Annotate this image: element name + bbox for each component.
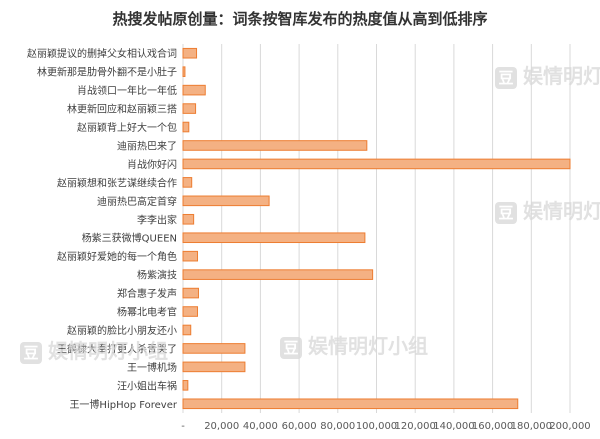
x-tick-label: 20,000 <box>204 421 239 432</box>
watermark: 豆娱情明灯小组 <box>280 330 428 359</box>
bar <box>182 287 199 299</box>
category-labels: 赵丽颖提议的删掉父女相认戏合词林更新那是肋骨外翻不是小肚子肖战领口一年比一年低林… <box>27 47 178 411</box>
watermark: 豆娱情明灯小组 <box>20 335 168 364</box>
category-label: 赵丽颖好爱她的每一个角色 <box>57 250 177 263</box>
watermark-text: 娱情明灯小组 <box>308 334 428 358</box>
category-label: 杨紫三获微博QUEEN <box>82 232 177 245</box>
watermark-text: 娱情明灯小组 <box>48 339 168 363</box>
bar <box>182 232 366 244</box>
category-label: 王一博机场 <box>127 361 177 374</box>
x-tick-labels: -20,000 40,000 60,000 80,000 100,000120,0001… <box>181 421 590 432</box>
category-label: 赵丽颖背上好大一个包 <box>77 121 177 134</box>
category-label: 王鹤棣大奉打更人杀青哭了 <box>57 342 177 355</box>
category-label: 肖战你好闪 <box>127 158 177 171</box>
category-label: 杨幂北电考官 <box>117 306 177 319</box>
bar <box>182 380 189 391</box>
x-tick-label: 120,000 <box>395 421 436 432</box>
bar <box>182 213 195 225</box>
category-label: 赵丽颖想和张艺谋继续合作 <box>57 176 177 189</box>
category-label: 林更新回应和赵丽颖三搭 <box>67 103 177 116</box>
x-tick-label: - <box>181 421 185 432</box>
x-tick-label: 60,000 <box>282 421 317 432</box>
x-tick-label: 100,000 <box>356 421 397 432</box>
bar <box>182 177 193 188</box>
x-tick-label: 80,000 <box>320 421 355 432</box>
category-label: 李李出家 <box>137 213 177 226</box>
bar <box>182 324 192 336</box>
x-tick-label: 140,000 <box>433 421 474 432</box>
category-label: 赵丽颖提议的删掉父女相认戏合词 <box>27 47 177 60</box>
category-label: 迪丽热巴来了 <box>117 139 177 152</box>
bar <box>182 140 368 151</box>
x-tick-label: 160,000 <box>472 421 513 432</box>
bar <box>182 361 246 373</box>
bar <box>182 66 186 77</box>
category-label: 郑合惠子发声 <box>117 287 177 300</box>
bar <box>182 121 190 133</box>
x-tick-label: 40,000 <box>243 421 278 432</box>
bar <box>182 306 199 317</box>
watermark-text: 娱情明灯小组 <box>523 64 600 88</box>
category-label: 赵丽颖的脸比小朋友还小 <box>67 324 177 337</box>
bar <box>182 269 374 280</box>
category-label: 肖战领口一年比一年低 <box>77 84 177 97</box>
bar <box>182 158 571 170</box>
bar <box>182 103 197 114</box>
category-label: 迪丽热巴高定首穿 <box>97 195 177 208</box>
bar <box>182 84 206 96</box>
bar <box>182 47 198 59</box>
watermark-icon: 豆 <box>495 201 517 224</box>
bar <box>182 250 199 262</box>
watermark-text: 娱情明灯小组 <box>523 199 600 223</box>
category-label: 汪小姐出车祸 <box>117 379 177 392</box>
category-label: 林更新那是肋骨外翻不是小肚子 <box>37 66 177 79</box>
x-tick-label: 180,000 <box>511 421 552 432</box>
bar <box>182 195 270 207</box>
watermark-icon: 豆 <box>280 336 302 359</box>
category-label: 王一博HipHop Forever <box>69 398 177 411</box>
x-tick-label: 200,000 <box>549 421 590 432</box>
category-label: 杨紫演技 <box>137 269 177 282</box>
bar <box>182 343 246 354</box>
bars <box>182 47 571 410</box>
bar <box>182 398 519 410</box>
watermark-icon: 豆 <box>495 66 517 89</box>
chart-title: 热搜发帖原创量：词条按智库发布的热度值从高到低排序 <box>112 10 488 28</box>
watermark-icon: 豆 <box>20 341 42 364</box>
